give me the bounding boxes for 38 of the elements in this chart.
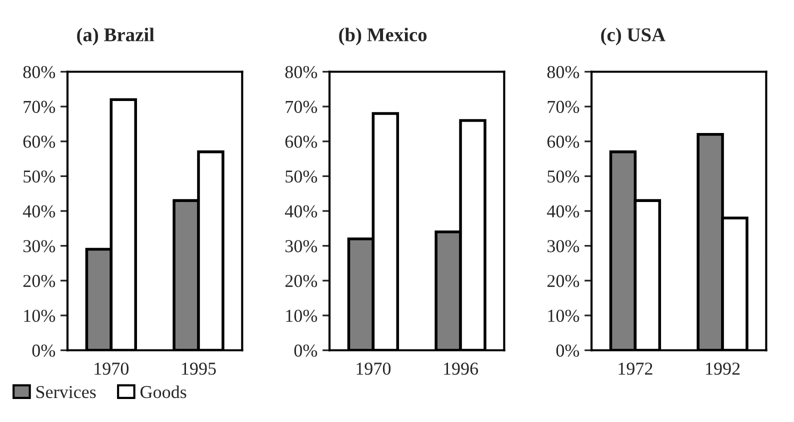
y-tick-label: 40%	[22, 205, 56, 218]
y-tick-label: 0%	[556, 344, 580, 357]
y-tick-label: 0%	[32, 344, 56, 357]
x-tick-label: 1970	[94, 362, 129, 375]
y-tick-label: 0%	[294, 344, 318, 357]
y-tick-label: 70%	[286, 100, 318, 114]
y-tick-label: 60%	[23, 136, 56, 148]
y-tick-label: 70%	[24, 100, 56, 114]
x-tick-label: 1970	[356, 362, 391, 375]
y-tick-label: 10%	[548, 310, 580, 322]
legend-label: Goods	[140, 385, 186, 398]
y-tick-label: 30%	[547, 240, 580, 252]
chart-title: (a) Brazil	[77, 28, 154, 46]
y-tick-label: 40%	[284, 205, 318, 218]
y-tick-label: 20%	[23, 274, 56, 288]
y-tick-label: 20%	[547, 274, 580, 288]
y-tick-label: 10%	[286, 310, 318, 322]
legend-label: Services	[36, 386, 96, 398]
y-tick-label: 80%	[547, 66, 580, 78]
x-tick-label: 1995	[182, 362, 216, 375]
y-tick-label: 50%	[548, 170, 580, 183]
y-tick-label: 60%	[285, 136, 318, 148]
y-tick-label: 70%	[548, 100, 580, 114]
y-tick-label: 60%	[547, 136, 580, 148]
y-tick-label: 20%	[285, 274, 318, 288]
y-tick-label: 30%	[23, 240, 56, 252]
y-tick-label: 30%	[285, 240, 318, 252]
x-tick-label: 1972	[618, 362, 652, 375]
y-tick-label: 50%	[286, 170, 318, 183]
y-tick-label: 80%	[23, 66, 56, 78]
x-tick-label: 1992	[706, 362, 740, 375]
x-tick-label: 1996	[444, 362, 478, 375]
y-tick-label: 10%	[24, 310, 56, 322]
y-tick-label: 50%	[24, 170, 56, 183]
chart-title: (c) USA	[601, 28, 666, 46]
y-tick-label: 80%	[285, 66, 318, 78]
chart-title: (b) Mexico	[339, 28, 427, 46]
y-tick-label: 40%	[546, 205, 580, 218]
